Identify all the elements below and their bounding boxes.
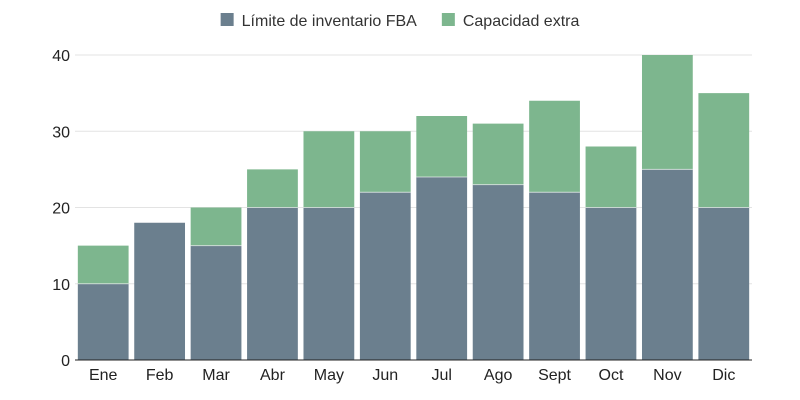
- legend-item-2: Capacidad extra: [441, 13, 580, 30]
- x-tick-label-feb: Feb: [146, 367, 174, 384]
- x-tick-label-ago: Ago: [484, 367, 513, 384]
- y-tick-label: 40: [52, 48, 70, 65]
- legend: Límite de inventario FBA Capacidad extra: [220, 13, 580, 30]
- bar-ene-series-2: [77, 245, 129, 284]
- bar-ago-series-2: [472, 123, 524, 185]
- bar-dic-series-2: [698, 93, 750, 208]
- bar-mar-series-2: [190, 207, 242, 246]
- bar-jul-series-2: [416, 116, 468, 177]
- x-tick-label-ene: Ene: [89, 367, 118, 384]
- bar-jun-series-2: [359, 131, 411, 193]
- legend-label: Límite de inventario FBA: [242, 13, 418, 30]
- bar-nov-series-1: [641, 169, 693, 360]
- x-tick-label-jul: Jul: [431, 367, 451, 384]
- x-tick-label-jun: Jun: [372, 367, 398, 384]
- bar-may-series-1: [303, 207, 355, 360]
- y-tick-label: 20: [52, 201, 70, 218]
- bar-mar-series-1: [190, 245, 242, 360]
- bar-abr-series-2: [247, 169, 298, 208]
- x-axis: Ene Feb Mar Abr May Jun Jul Ago Sept Oct Nov Dic: [89, 367, 735, 384]
- x-tick-label-oct: Oct: [599, 367, 624, 384]
- bar-ene-series-1: [77, 283, 129, 360]
- bar-sept-series-2: [529, 100, 580, 193]
- x-tick-label-dic: Dic: [712, 367, 735, 384]
- bar-sept-series-1: [529, 192, 580, 360]
- gridlines: [75, 54, 752, 285]
- x-tick-label-may: May: [314, 367, 344, 384]
- bar-feb-series-1: [134, 222, 186, 360]
- bar-ago-series-1: [472, 184, 524, 360]
- bar-abr-series-1: [247, 207, 298, 360]
- x-tick-label-nov: Nov: [653, 367, 681, 384]
- y-tick-label: 30: [52, 124, 70, 141]
- legend-item-1: Límite de inventario FBA: [220, 13, 418, 30]
- y-tick-label: 10: [52, 277, 70, 294]
- x-tick-label-abr: Abr: [260, 367, 286, 384]
- bar-oct-series-1: [585, 207, 637, 360]
- bar-may-series-2: [303, 131, 355, 208]
- y-tick-label: 0: [61, 353, 70, 370]
- bar-jul-series-1: [416, 177, 468, 360]
- bar-dic-series-1: [698, 207, 750, 360]
- legend-swatch: [220, 13, 234, 26]
- bars: [77, 55, 750, 360]
- bar-jun-series-1: [359, 192, 411, 360]
- bar-nov-series-2: [641, 55, 693, 170]
- legend-swatch: [441, 13, 455, 26]
- legend-label: Capacidad extra: [463, 13, 580, 30]
- y-axis: 0 10 20 30 40: [52, 48, 70, 370]
- x-tick-label-mar: Mar: [202, 367, 230, 384]
- bar-oct-series-2: [585, 146, 637, 208]
- x-tick-label-sept: Sept: [538, 367, 571, 384]
